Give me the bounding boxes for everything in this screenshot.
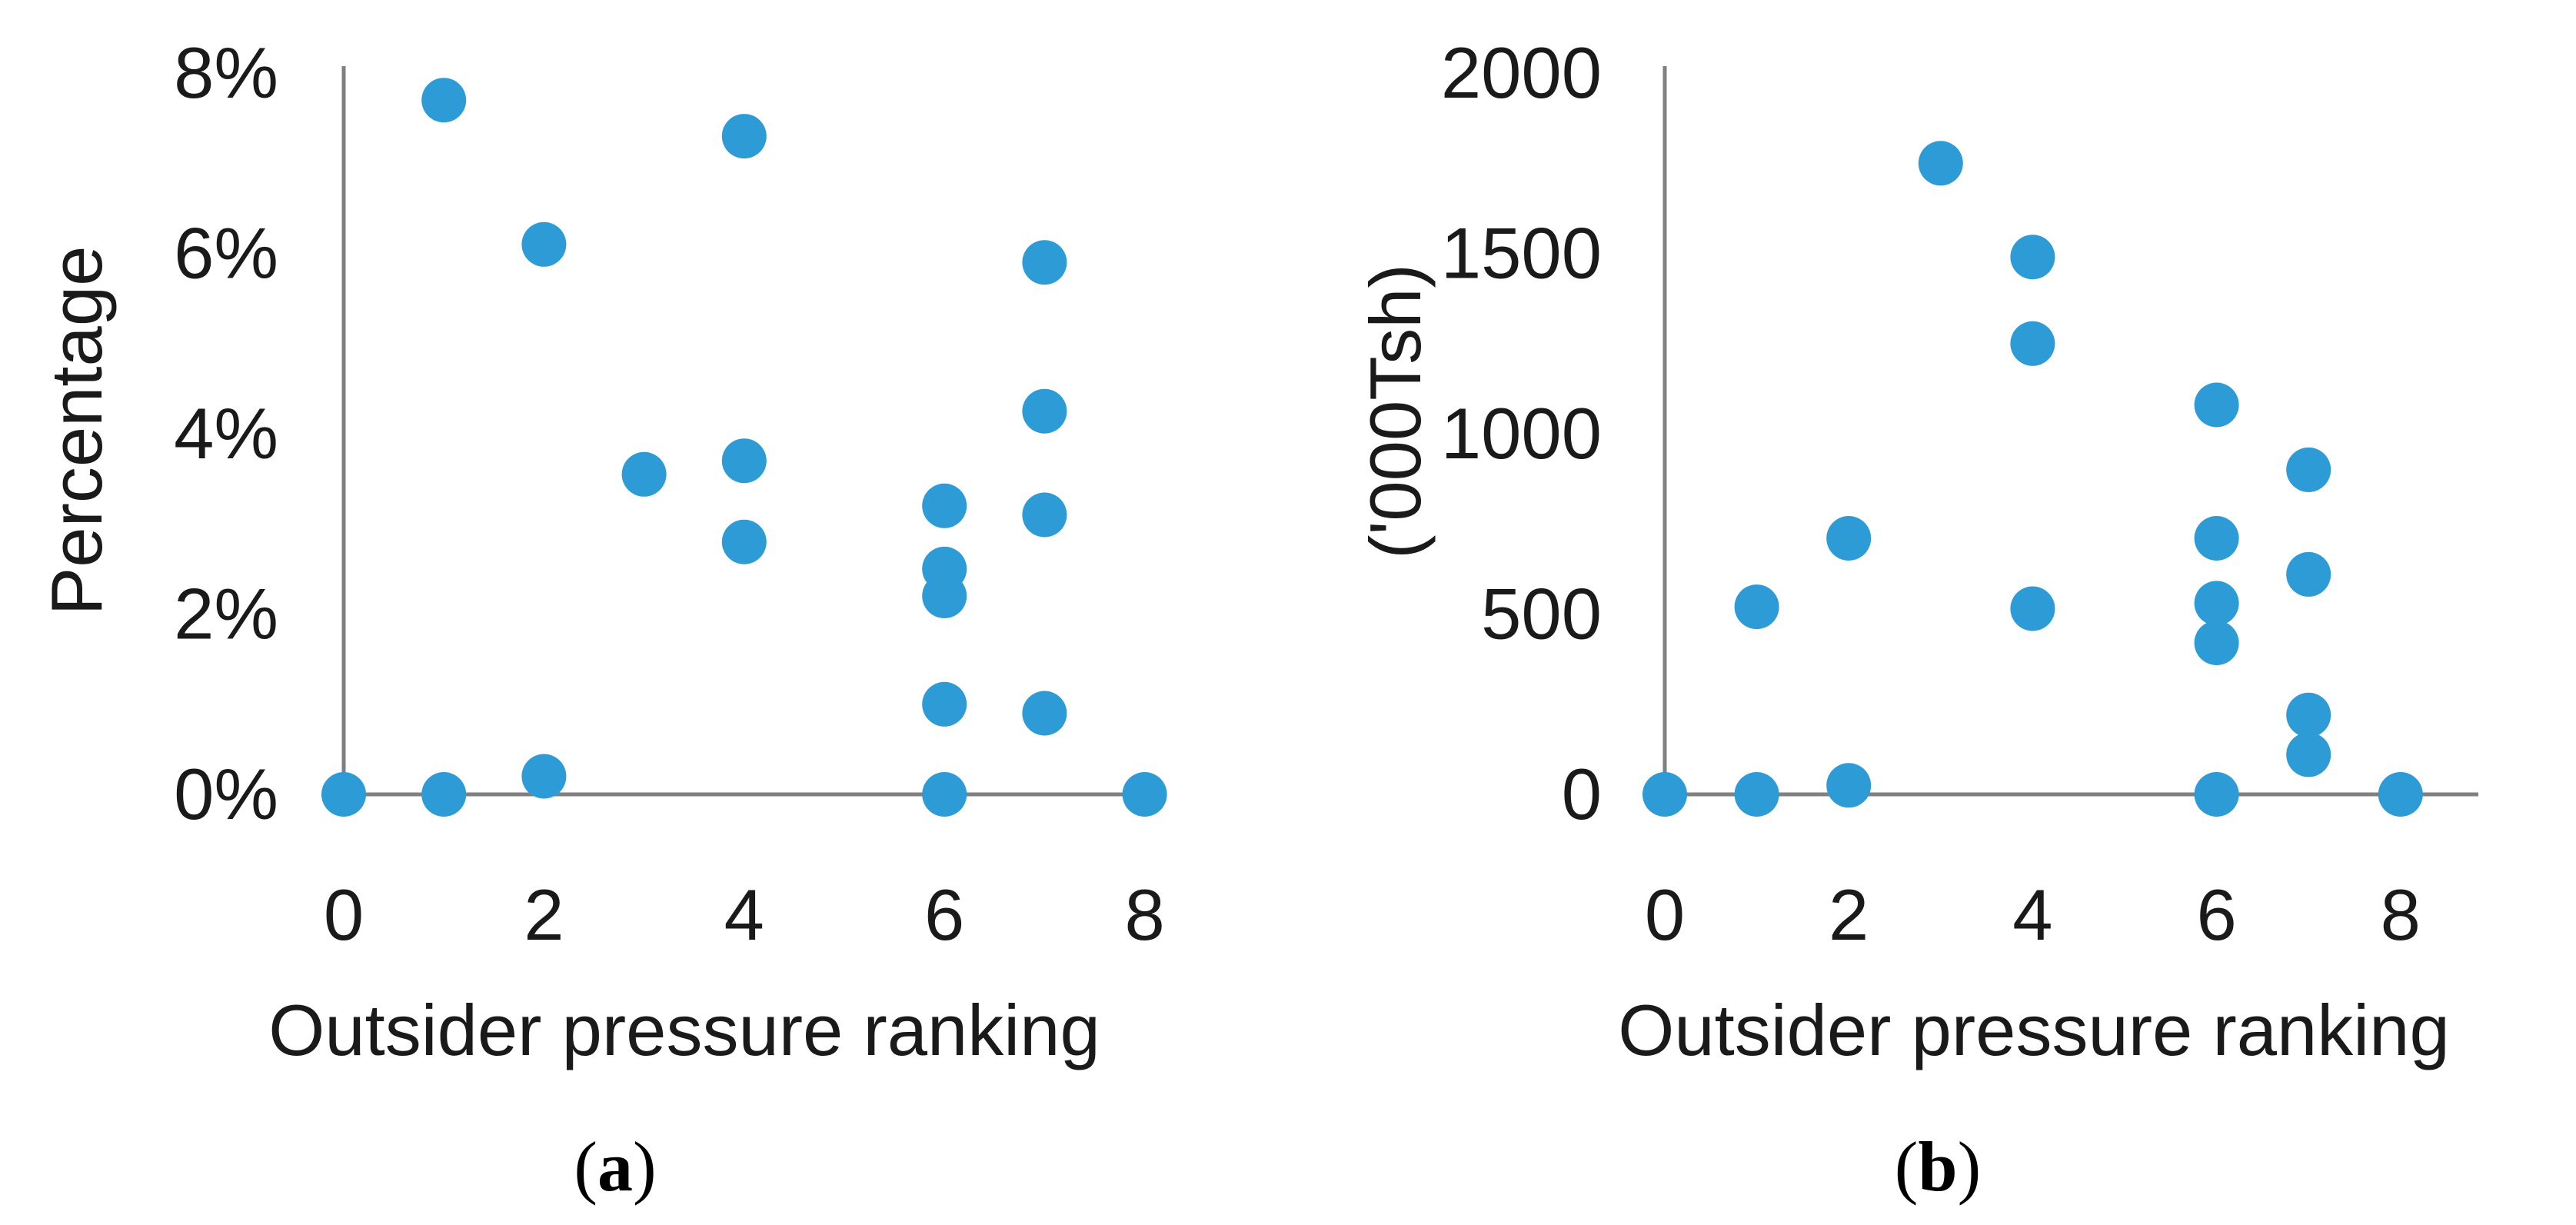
data-point: [2286, 692, 2331, 737]
data-point: [922, 681, 967, 727]
caption-close-paren: ): [633, 1127, 657, 1206]
x-tick-label: 8: [2381, 874, 2421, 955]
data-point: [521, 754, 567, 799]
data-point: [1022, 492, 1067, 538]
data-point: [2194, 581, 2239, 626]
scatter-plot-a: 0% 2% 4% 6% 8% 0 2 4 6 8: [174, 32, 1167, 955]
x-axis-title-b: Outsider pressure ranking: [1618, 990, 2450, 1070]
y-axis-title-a: Percentage: [36, 245, 117, 616]
x-tick-label: 2: [524, 874, 564, 955]
data-point: [1122, 772, 1167, 817]
y-tick-label: 6%: [174, 212, 278, 293]
figure-panel-b: 0 500 1000 1500 2000 0 2 4 6 8 ('000Tsh) Outsider…: [1288, 0, 2576, 1225]
caption-open-paren: (: [1894, 1127, 1919, 1206]
data-point: [721, 438, 767, 484]
data-point: [922, 574, 967, 618]
data-point: [922, 772, 967, 817]
data-point: [922, 483, 967, 528]
data-point: [321, 772, 366, 817]
data-point: [1826, 763, 1872, 808]
panel-caption-b: (b): [1784, 1120, 2092, 1213]
y-tick-label: 2000: [1441, 32, 1602, 113]
x-tick-label: 2: [1829, 874, 1869, 955]
data-point: [2194, 772, 2239, 817]
y-tick-label: 1500: [1441, 212, 1602, 293]
figure-panel-a: 0% 2% 4% 6% 8% 0 2 4 6 8 Percentage Outsider pres…: [36, 32, 1167, 1213]
x-tick-label: 4: [2012, 874, 2052, 955]
data-point: [2378, 772, 2423, 817]
caption-letter: b: [1918, 1127, 1958, 1206]
scatter-plot-b: 0 500 1000 1500 2000 0 2 4 6 8: [1441, 32, 2478, 955]
y-tick-label: 2%: [174, 573, 278, 654]
y-tick-label: 500: [1481, 573, 1602, 654]
data-point: [2194, 621, 2239, 665]
data-point: [621, 451, 667, 497]
data-point: [1734, 772, 1779, 817]
data-point: [2010, 235, 2055, 280]
data-point: [1022, 240, 1067, 285]
data-point: [2286, 551, 2331, 597]
y-tick-label: 4%: [174, 393, 278, 474]
y-axis-title-b: ('000Tsh): [1355, 264, 1436, 559]
data-point: [1022, 691, 1067, 736]
x-tick-label: 6: [924, 874, 964, 955]
x-axis-title-a: Outsider pressure ranking: [268, 990, 1100, 1070]
data-point: [2286, 732, 2331, 777]
x-tick-label: 0: [324, 874, 364, 955]
data-point: [1918, 141, 1963, 186]
y-tick-label: 0%: [174, 754, 278, 834]
data-point: [521, 221, 567, 267]
y-tick-label: 8%: [174, 32, 278, 113]
data-point: [421, 772, 467, 817]
data-point: [2010, 586, 2055, 631]
panel-caption-a: (a): [461, 1120, 769, 1213]
x-tick-label: 4: [724, 874, 764, 955]
data-point: [421, 78, 467, 123]
x-tick-label: 6: [2196, 874, 2236, 955]
data-point: [2194, 382, 2239, 428]
caption-open-paren: (: [574, 1127, 597, 1206]
data-point: [1734, 584, 1779, 630]
data-point: [1642, 772, 1687, 817]
x-tick-label: 8: [1124, 874, 1164, 955]
data-point: [1826, 516, 1872, 561]
data-point: [2194, 516, 2239, 561]
x-tick-label: 0: [1645, 874, 1685, 955]
data-point: [2010, 321, 2055, 366]
data-point: [2286, 447, 2331, 492]
caption-close-paren: ): [1957, 1127, 1982, 1206]
y-tick-label: 1000: [1441, 393, 1602, 474]
data-point: [1022, 388, 1067, 434]
data-point: [721, 114, 767, 159]
caption-letter: a: [597, 1127, 633, 1206]
y-tick-label: 0: [1562, 754, 1602, 834]
data-point: [721, 519, 767, 564]
